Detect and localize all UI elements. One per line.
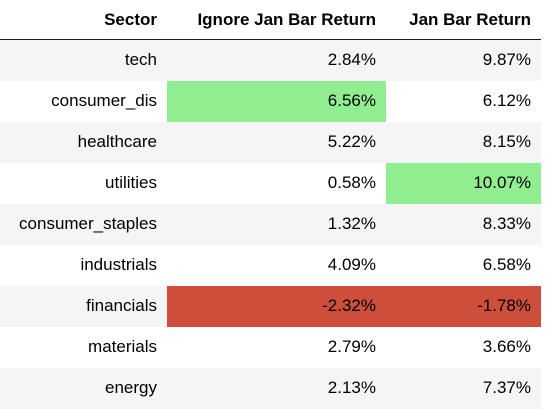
table-row: materials 2.79% 3.66% (0, 326, 541, 368)
ignore-jan-return-cell: 0.58% (327, 173, 376, 192)
column-header-ignore-jan-bar-return: Ignore Jan Bar Return (167, 0, 386, 40)
table-row: consumer_staples 1.32% 8.33% (0, 203, 541, 245)
table-row: tech 2.84% 9.87% (0, 39, 541, 81)
jan-return-cell: 8.15% (482, 132, 531, 151)
ignore-jan-return-cell: 4.09% (327, 255, 376, 274)
sector-cell: tech (124, 50, 157, 70)
table-row: energy 2.13% 7.37% (0, 367, 541, 409)
jan-return-cell: 9.87% (482, 50, 531, 70)
jan-return-cell: 3.66% (482, 337, 531, 356)
table-row: industrials 4.09% 6.58% (0, 244, 541, 286)
ignore-jan-return-cell: 1.32% (327, 214, 376, 233)
jan-return-cell: 8.33% (482, 214, 531, 233)
column-header-jan-bar-return: Jan Bar Return (386, 0, 541, 40)
sector-cell: consumer_staples (19, 214, 157, 233)
header-row: Sector Ignore Jan Bar Return Jan Bar Ret… (0, 0, 541, 40)
sector-cell: healthcare (77, 132, 157, 151)
column-header-sector: Sector (0, 0, 167, 40)
sector-cell: utilities (105, 173, 157, 192)
ignore-jan-return-cell: 5.22% (327, 132, 376, 151)
table-row: consumer_dis 6.56% 6.12% (0, 80, 541, 122)
sector-cell: energy (105, 378, 157, 397)
ignore-jan-return-cell: -2.32% (167, 285, 386, 327)
table-row: financials -2.32% -1.78% (0, 285, 541, 327)
ignore-jan-return-cell: 6.56% (167, 80, 386, 122)
sector-cell: consumer_dis (51, 91, 157, 110)
ignore-jan-return-cell: 2.84% (327, 50, 376, 70)
sector-cell: industrials (80, 255, 157, 274)
jan-return-cell: 6.58% (482, 255, 531, 274)
table-row: healthcare 5.22% 8.15% (0, 121, 541, 163)
sector-cell: materials (88, 337, 157, 356)
jan-return-cell: -1.78% (386, 285, 541, 327)
ignore-jan-return-cell: 2.13% (327, 378, 376, 397)
sector-cell: financials (86, 296, 157, 315)
table-row: utilities 0.58% 10.07% (0, 162, 541, 204)
ignore-jan-return-cell: 2.79% (327, 337, 376, 356)
jan-return-cell: 6.12% (482, 91, 531, 110)
jan-return-cell: 10.07% (386, 162, 541, 204)
jan-return-cell: 7.37% (482, 378, 531, 397)
